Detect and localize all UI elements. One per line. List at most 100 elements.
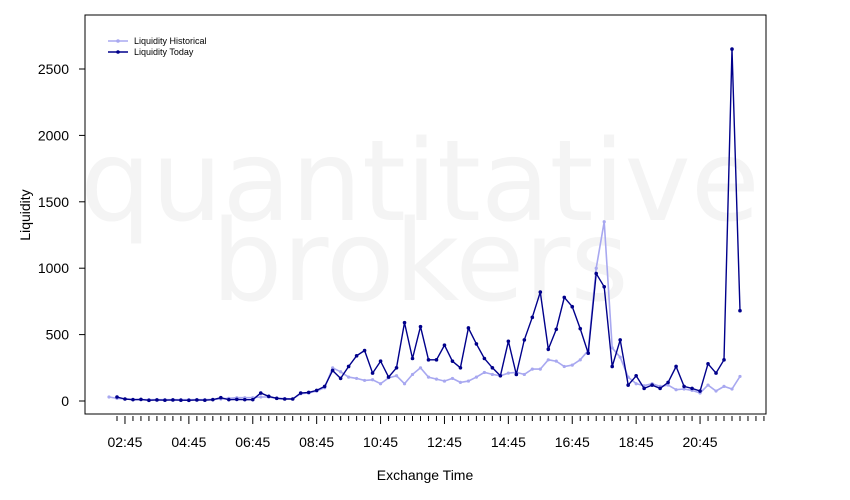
y-tick-label: 1500: [38, 194, 69, 210]
x-axis-title: Exchange Time: [377, 467, 474, 483]
historical-point: [674, 388, 678, 392]
legend-marker: [116, 39, 120, 43]
historical-point: [506, 371, 510, 375]
historical-point: [634, 382, 638, 386]
today-point: [171, 398, 175, 402]
x-tick-label: 12:45: [427, 434, 462, 450]
historical-point: [347, 375, 351, 379]
today-point: [474, 342, 479, 346]
y-tick-label: 1000: [38, 260, 69, 276]
today-point: [250, 397, 255, 402]
historical-point: [538, 367, 542, 371]
y-tick-label: 0: [61, 393, 69, 409]
today-point: [123, 397, 127, 401]
today-point: [418, 324, 423, 329]
today-point: [338, 376, 343, 381]
historical-point: [370, 378, 375, 382]
today-point: [434, 358, 439, 362]
today-point: [282, 397, 287, 401]
y-axis-title: Liquidity: [17, 189, 33, 240]
x-axis: 02:45 04:45 06:45 08:45 10:45 12:45 14:45 16:45…: [107, 416, 765, 450]
today-point: [466, 326, 471, 330]
historical-point: [546, 358, 550, 362]
legend-label: Liquidity Today: [134, 47, 194, 57]
today-point: [722, 358, 726, 362]
today-point: [370, 371, 375, 375]
today-point: [179, 398, 183, 403]
today-point: [450, 359, 455, 363]
today-point: [674, 364, 678, 369]
historical-point: [554, 359, 558, 363]
today-point: [482, 356, 487, 361]
today-point: [730, 47, 734, 51]
today-point: [506, 339, 511, 344]
today-point: [490, 366, 495, 370]
today-point: [666, 380, 670, 385]
watermark-line1: quantitative: [80, 117, 760, 247]
x-tick-label: 14:45: [491, 434, 526, 450]
y-tick-label: 500: [46, 327, 70, 343]
today-point: [219, 395, 223, 400]
historical-point: [378, 382, 383, 386]
historical-point: [482, 370, 486, 375]
today-point: [195, 398, 199, 402]
today-point: [211, 397, 215, 402]
y-tick-label: 2000: [38, 127, 69, 143]
today-point: [187, 398, 191, 403]
today-point: [650, 383, 654, 387]
watermark: quantitative brokers: [80, 117, 760, 327]
today-point: [258, 391, 263, 395]
today-point: [354, 354, 359, 358]
today-point: [426, 358, 431, 362]
today-point: [322, 384, 327, 389]
historical-point: [474, 375, 479, 379]
today-point: [266, 394, 271, 399]
today-point: [290, 397, 295, 401]
today-point: [546, 347, 551, 352]
today-point: [442, 343, 447, 348]
historical-point: [107, 395, 111, 399]
y-tick-label: 2500: [38, 61, 69, 77]
today-point: [394, 366, 399, 370]
today-point: [362, 348, 367, 353]
today-point: [386, 375, 391, 379]
today-point: [274, 396, 279, 401]
today-point: [554, 327, 559, 332]
today-point: [682, 384, 686, 389]
x-tick-label: 18:45: [619, 434, 654, 450]
today-point: [242, 397, 247, 402]
x-tick-label: 10:45: [363, 434, 398, 450]
historical-point: [602, 220, 606, 224]
historical-point: [450, 376, 455, 381]
series-layer: [107, 47, 742, 403]
today-point: [155, 398, 159, 402]
x-tick-label: 04:45: [171, 434, 206, 450]
historical-point: [434, 377, 439, 381]
x-tick-label: 20:45: [683, 434, 718, 450]
today-point: [306, 390, 311, 395]
historical-point: [714, 389, 718, 393]
historical-point: [410, 372, 415, 377]
historical-point: [530, 367, 534, 371]
today-point: [698, 389, 702, 393]
today-point: [578, 326, 583, 331]
historical-point: [331, 366, 335, 370]
historical-point: [594, 266, 598, 270]
today-point: [163, 398, 167, 403]
today-point: [570, 304, 575, 309]
historical-point: [339, 370, 343, 374]
historical-point: [562, 364, 566, 369]
historical-point: [418, 366, 423, 370]
historical-point: [362, 378, 367, 383]
historical-point: [394, 374, 399, 378]
historical-point: [522, 372, 526, 377]
today-point: [147, 398, 151, 403]
x-tick-label: 08:45: [299, 434, 334, 450]
today-point: [538, 290, 543, 294]
historical-point: [610, 346, 614, 350]
today-point: [738, 308, 742, 313]
watermark-line2: brokers: [211, 197, 628, 327]
x-tick-label: 06:45: [235, 434, 270, 450]
